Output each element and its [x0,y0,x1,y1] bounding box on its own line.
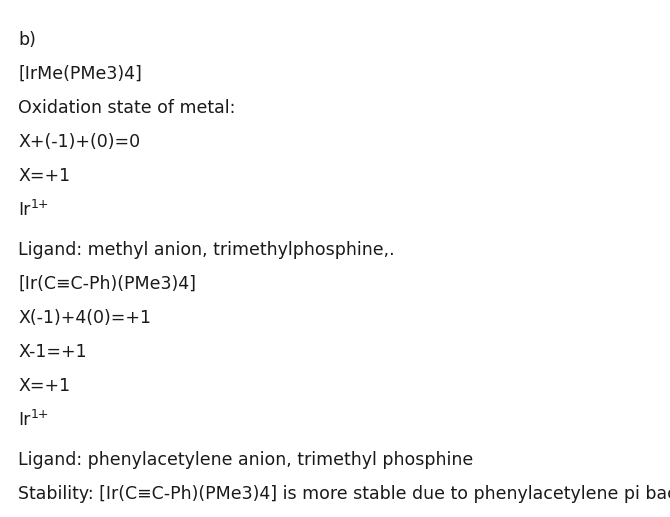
Text: Ir: Ir [18,411,30,429]
Text: Ligand: phenylacetylene anion, trimethyl phosphine: Ligand: phenylacetylene anion, trimethyl… [18,451,473,469]
Text: Ir: Ir [18,201,30,219]
Text: [IrMe(PMe3)4]: [IrMe(PMe3)4] [18,65,142,83]
Text: X-1=+1: X-1=+1 [18,343,86,361]
Text: 1+: 1+ [30,199,49,211]
Text: X=+1: X=+1 [18,377,70,395]
Text: 1+: 1+ [30,408,49,421]
Text: Oxidation state of metal:: Oxidation state of metal: [18,99,235,117]
Text: X=+1: X=+1 [18,167,70,185]
Text: [Ir(C≡C-Ph)(PMe3)4]: [Ir(C≡C-Ph)(PMe3)4] [18,275,196,293]
Text: Ligand: methyl anion, trimethylphosphine,.: Ligand: methyl anion, trimethylphosphine… [18,241,395,259]
Text: X(-1)+4(0)=+1: X(-1)+4(0)=+1 [18,309,151,327]
Text: Stability: [Ir(C≡C-Ph)(PMe3)4] is more stable due to phenylacetylene pi back bon: Stability: [Ir(C≡C-Ph)(PMe3)4] is more s… [18,485,670,503]
Text: X+(-1)+(0)=0: X+(-1)+(0)=0 [18,133,140,151]
Text: b): b) [18,31,36,49]
